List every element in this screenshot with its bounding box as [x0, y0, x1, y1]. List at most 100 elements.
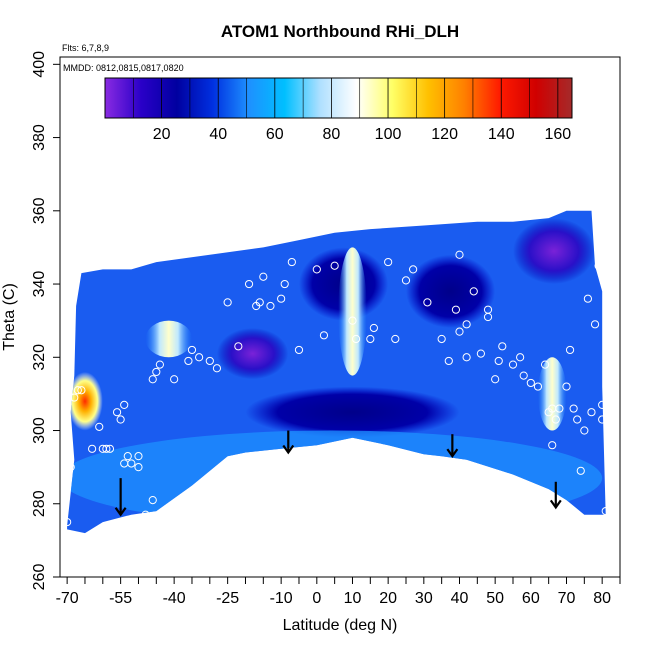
x-tick-label: 80 [593, 590, 611, 607]
sample-point [423, 298, 432, 307]
sample-point [598, 400, 607, 409]
sample-point [70, 393, 79, 402]
sample-point [319, 331, 329, 340]
sample-point [519, 371, 528, 380]
sample-point [184, 356, 193, 366]
sample-point [437, 334, 446, 344]
sample-point [573, 415, 582, 424]
sample-point [294, 345, 304, 355]
sample-point [526, 378, 535, 388]
sample-point [148, 495, 157, 505]
sample-point [223, 298, 232, 307]
dates-annotation: MMDD: 0812,0815,0817,0820 [63, 63, 184, 73]
sample-point [483, 305, 493, 314]
sample-point [494, 356, 503, 366]
sample-point [451, 305, 461, 314]
x-tick-label: 20 [379, 590, 397, 607]
sample-point [187, 345, 197, 355]
colorbar-tick-label: 40 [209, 126, 227, 143]
sample-point [476, 349, 485, 358]
sample-point [555, 404, 564, 413]
sample-point [205, 356, 214, 366]
sample-point [280, 279, 289, 289]
x-tick-label: 0 [312, 590, 321, 607]
sample-point [551, 415, 560, 424]
sample-point [152, 367, 161, 377]
sample-point [88, 444, 97, 453]
plot-frame [59, 56, 621, 578]
y-tick-label: 400 [31, 51, 48, 78]
sample-point [123, 452, 132, 461]
sample-point [366, 334, 375, 344]
sample-point [533, 382, 543, 391]
sample-point [587, 408, 596, 417]
sample-point [112, 408, 122, 417]
flights-annotation: Flts: 6,7,8,9 [62, 43, 109, 53]
x-tick-label: -70 [56, 590, 79, 607]
sample-point [409, 265, 418, 274]
field-feature-near-saturation [145, 320, 192, 358]
sample-point [508, 360, 518, 369]
sample-point [116, 415, 125, 424]
y-axis-title: Theta (C) [1, 283, 18, 351]
x-tick-label: -10 [270, 590, 293, 607]
sample-point [95, 422, 104, 431]
sample-point [255, 298, 264, 307]
sample-point [516, 353, 525, 362]
colorbar-tick-label: 20 [153, 126, 171, 143]
y-tick-label: 260 [31, 564, 48, 591]
x-tick-label: 10 [344, 590, 362, 607]
sample-point [548, 441, 557, 450]
sample-point [134, 452, 143, 461]
sample-point [455, 250, 464, 259]
sample-point [148, 375, 157, 384]
y-tick-label: 280 [31, 490, 48, 517]
x-tick-label: -40 [163, 590, 186, 607]
sample-point [576, 466, 585, 475]
sample-point [73, 386, 82, 395]
sample-point [384, 257, 393, 267]
sample-point [348, 316, 357, 325]
sample-point [134, 463, 143, 472]
x-axis-title: Latitude (deg N) [283, 617, 398, 634]
x-tick-label: -25 [216, 590, 239, 607]
sample-point [455, 327, 464, 336]
sample-point [491, 375, 500, 384]
sample-point [590, 320, 600, 329]
colorbar-tick-label: 60 [266, 126, 284, 143]
sample-point [369, 323, 378, 333]
sample-point [155, 514, 164, 523]
y-tick-label: 320 [31, 344, 48, 371]
colorbar-ticks: 20 40 60 80 100 120 140 160 [133, 78, 571, 143]
x-tick-label: 30 [415, 590, 433, 607]
field-feature-low-rhi [245, 386, 460, 438]
sample-point [120, 400, 129, 409]
sample-point [444, 356, 453, 366]
sample-point [565, 345, 575, 355]
sample-point [569, 404, 578, 413]
y-tick-label: 340 [31, 271, 48, 298]
sample-point [170, 375, 179, 384]
down-arrow [114, 478, 127, 517]
field-feature-low-rhi [512, 218, 596, 285]
sample-point [401, 276, 411, 285]
sample-point [330, 261, 339, 270]
colorbar-tick-label: 160 [544, 126, 571, 143]
sample-point [259, 272, 268, 281]
x-axis: -70 -55 -40 -25 -10 0 10 20 30 40 50 60 70 80 [56, 577, 621, 607]
sample-point [66, 463, 75, 472]
field-feature-low-rhi [405, 254, 496, 328]
colorbar-tick-label: 100 [375, 126, 402, 143]
y-tick-label: 380 [31, 124, 48, 151]
field-feature-near-saturation [338, 247, 367, 376]
sample-point [351, 334, 361, 344]
sample-point [266, 301, 275, 311]
sample-point [462, 353, 471, 362]
colorbar-tick-label: 140 [488, 126, 515, 143]
field-feature-moderate [67, 430, 603, 526]
sample-point [127, 459, 136, 468]
y-tick-label: 300 [31, 417, 48, 444]
colorbar-gradient [104, 77, 573, 119]
sample-point [287, 257, 296, 267]
sample-point [583, 294, 592, 303]
